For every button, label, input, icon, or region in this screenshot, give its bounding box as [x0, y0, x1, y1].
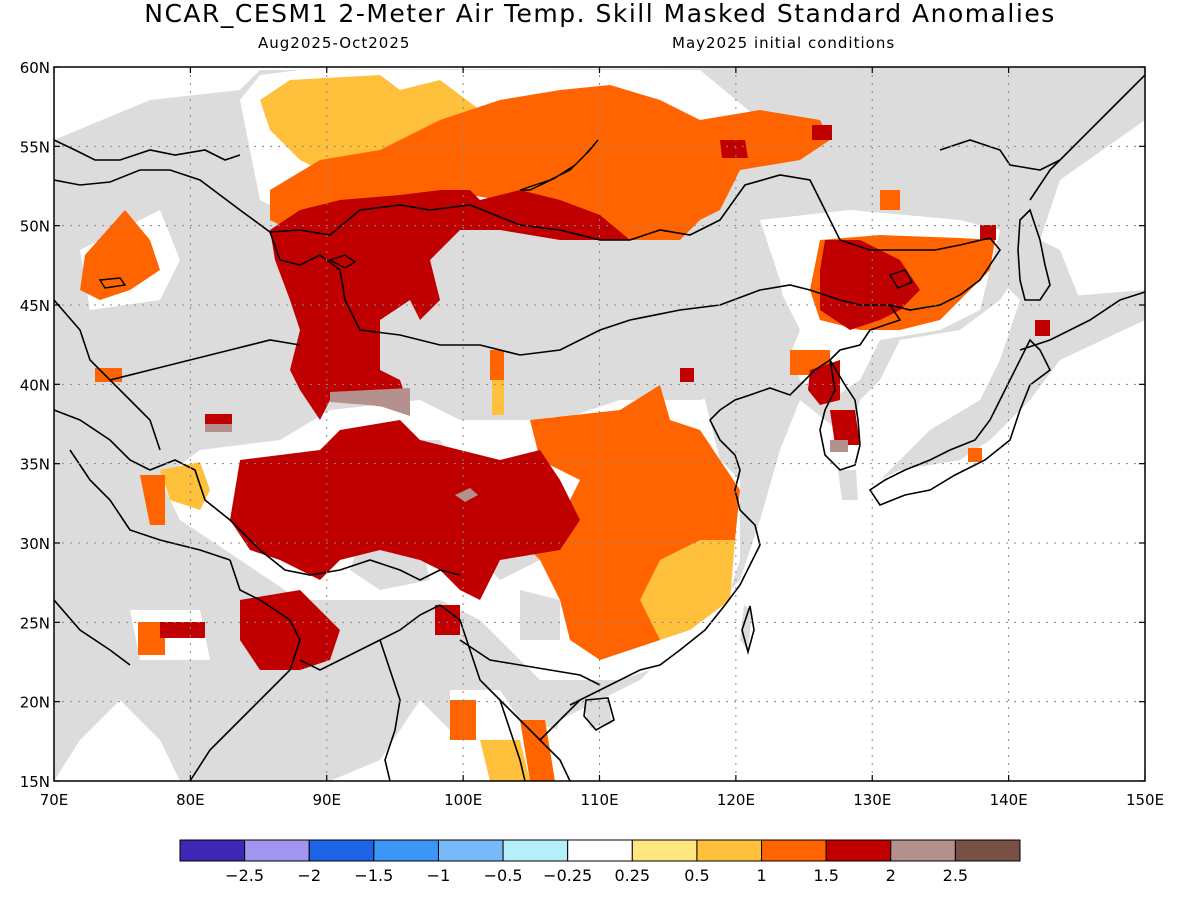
lon-label: 150E — [1126, 791, 1164, 809]
lat-label: 25N — [20, 614, 50, 632]
lon-label: 140E — [990, 791, 1028, 809]
colorbar-swatch — [244, 839, 310, 862]
land-mass — [740, 605, 752, 650]
anomaly-2-2.5 — [205, 388, 848, 502]
map-title: NCAR_CESM1 2-Meter Air Temp. Skill Maske… — [144, 0, 1056, 28]
colorbar-label: 0.25 — [614, 866, 650, 885]
colorbar — [179, 839, 1021, 862]
lat-lon-grid — [54, 67, 1145, 781]
colorbar-swatch — [308, 839, 375, 862]
colorbar-label: −2 — [297, 866, 321, 885]
lat-label: 20N — [20, 694, 50, 712]
colorbar-swatch — [567, 839, 633, 862]
lon-label: 80E — [176, 791, 205, 809]
lon-label: 70E — [40, 791, 69, 809]
colorbar-label: 0.5 — [684, 866, 709, 885]
colorbar-label: −0.5 — [484, 866, 523, 885]
lat-label: 35N — [20, 456, 50, 474]
colorbar-label: 2.5 — [943, 866, 968, 885]
initial-conditions: May2025 initial conditions — [672, 34, 896, 52]
colorbar-swatch — [631, 839, 698, 862]
lon-label: 110E — [580, 791, 618, 809]
land-mass — [838, 470, 858, 500]
lon-label: 130E — [853, 791, 891, 809]
colorbar-label: 1 — [756, 866, 766, 885]
colorbar-swatch — [954, 839, 1021, 862]
colorbar-swatch — [696, 839, 763, 862]
lat-label: 45N — [20, 297, 50, 315]
axis-ticks — [53, 66, 1146, 782]
colorbar-swatch — [890, 839, 956, 862]
colorbar-swatch — [373, 839, 439, 862]
lon-label: 90E — [312, 791, 341, 809]
colorbar-swatch — [761, 839, 827, 862]
lat-label: 50N — [20, 218, 50, 236]
land-mass — [1000, 220, 1080, 320]
land-mass — [880, 290, 1145, 480]
lat-label: 55N — [20, 138, 50, 156]
colorbar-labels: −2.5 −2 −1.5 −1 −0.5 −0.25 0.25 0.5 1 1.5 2 2.5 — [225, 866, 968, 885]
lat-label: 30N — [20, 535, 50, 553]
lon-label: 100E — [444, 791, 482, 809]
colorbar-label: 1.5 — [813, 866, 838, 885]
colorbar-label: −1 — [427, 866, 451, 885]
anomaly-1.5-2 — [160, 125, 1050, 670]
colorbar-label: 2 — [886, 866, 896, 885]
colorbar-label: −1.5 — [354, 866, 393, 885]
latitude-labels: 60N 55N 50N 45N 40N 35N 30N 25N 20N 15N — [20, 59, 50, 791]
land-mass — [582, 700, 612, 728]
lat-label: 60N — [20, 59, 50, 77]
colorbar-swatch — [502, 839, 569, 862]
colorbar-label: −0.25 — [543, 866, 592, 885]
colorbar-swatch — [437, 839, 504, 862]
lon-label: 120E — [717, 791, 755, 809]
colorbar-swatch — [825, 839, 892, 862]
forecast-period: Aug2025-Oct2025 — [258, 34, 411, 52]
lat-label: 15N — [20, 773, 50, 791]
longitude-labels: 70E 80E 90E 100E 110E 120E 130E 140E 150E — [40, 791, 1164, 809]
lat-label: 40N — [20, 376, 50, 394]
colorbar-label: −2.5 — [225, 866, 264, 885]
colorbar-swatch — [179, 839, 246, 862]
lakes — [98, 139, 914, 289]
